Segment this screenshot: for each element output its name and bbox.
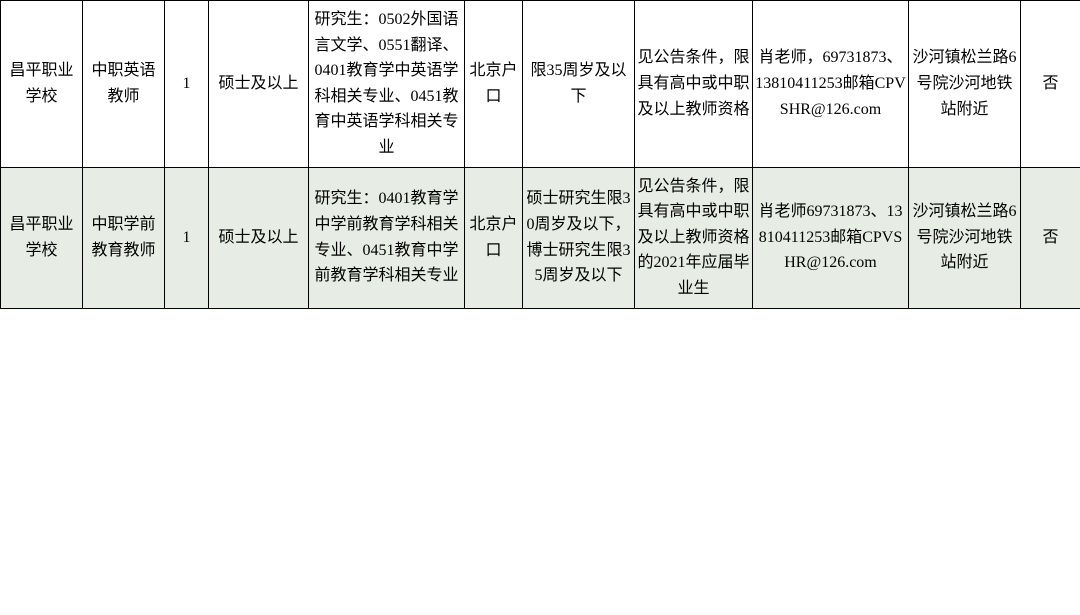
cell-position: 中职英语教师 <box>83 1 165 168</box>
cell-school: 昌平职业学校 <box>1 1 83 168</box>
cell-flag: 否 <box>1021 167 1080 308</box>
cell-count: 1 <box>165 167 209 308</box>
cell-major: 研究生：0401教育学中学前教育学科相关专业、0451教育中学前教育学科相关专业 <box>309 167 465 308</box>
cell-school: 昌平职业学校 <box>1 167 83 308</box>
cell-address: 沙河镇松兰路6号院沙河地铁站附近 <box>909 167 1021 308</box>
cell-major: 研究生：0502外国语言文学、0551翻译、0401教育学中英语学科相关专业、0… <box>309 1 465 168</box>
table-row: 昌平职业学校 中职英语教师 1 硕士及以上 研究生：0502外国语言文学、055… <box>1 1 1080 168</box>
cell-hukou: 北京户口 <box>465 167 523 308</box>
cell-degree: 硕士及以上 <box>209 1 309 168</box>
cell-count: 1 <box>165 1 209 168</box>
cell-hukou: 北京户口 <box>465 1 523 168</box>
cell-requirement: 见公告条件，限具有高中或中职及以上教师资格的2021年应届毕业生 <box>635 167 753 308</box>
cell-contact: 肖老师69731873、13810411253邮箱CPVSHR@126.com <box>753 167 909 308</box>
cell-age: 限35周岁及以下 <box>523 1 635 168</box>
cell-address: 沙河镇松兰路6号院沙河地铁站附近 <box>909 1 1021 168</box>
cell-degree: 硕士及以上 <box>209 167 309 308</box>
recruitment-table: 昌平职业学校 中职英语教师 1 硕士及以上 研究生：0502外国语言文学、055… <box>0 0 1080 309</box>
cell-position: 中职学前教育教师 <box>83 167 165 308</box>
cell-contact: 肖老师，69731873、13810411253邮箱CPVSHR@126.com <box>753 1 909 168</box>
cell-age: 硕士研究生限30周岁及以下，博士研究生限35周岁及以下 <box>523 167 635 308</box>
table-row: 昌平职业学校 中职学前教育教师 1 硕士及以上 研究生：0401教育学中学前教育… <box>1 167 1080 308</box>
cell-requirement: 见公告条件，限具有高中或中职及以上教师资格 <box>635 1 753 168</box>
cell-flag: 否 <box>1021 1 1080 168</box>
